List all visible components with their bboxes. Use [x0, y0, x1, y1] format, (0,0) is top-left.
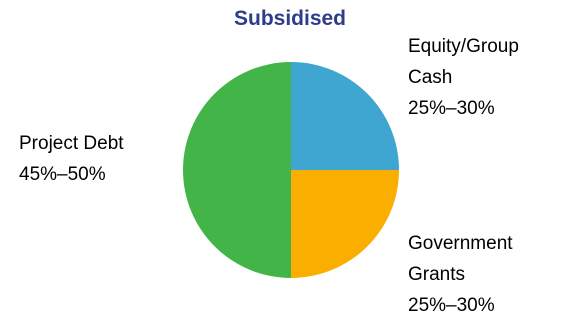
label-project-debt-line-1: Project Debt: [19, 133, 124, 154]
label-equity-range: 25%–30%: [408, 98, 495, 119]
label-government-line-2: Grants: [408, 264, 466, 285]
label-equity-group-cash: Equity/Group Cash 25%–30%: [408, 31, 519, 124]
label-project-debt: Project Debt 45%–50%: [19, 128, 124, 190]
label-government-grants: Government Grants 25%–30%: [408, 228, 513, 321]
label-project-debt-range: 45%–50%: [19, 164, 106, 185]
slice-equity-group-cash: [291, 62, 399, 170]
label-government-range: 25%–30%: [408, 295, 495, 316]
slice-government-grants: [291, 170, 399, 278]
label-equity-line-1: Equity/Group: [408, 36, 519, 57]
chart-title: Subsidised: [233, 7, 347, 30]
label-equity-line-2: Cash: [408, 67, 453, 88]
slice-project-debt: [183, 62, 291, 278]
label-government-line-1: Government: [408, 233, 513, 254]
